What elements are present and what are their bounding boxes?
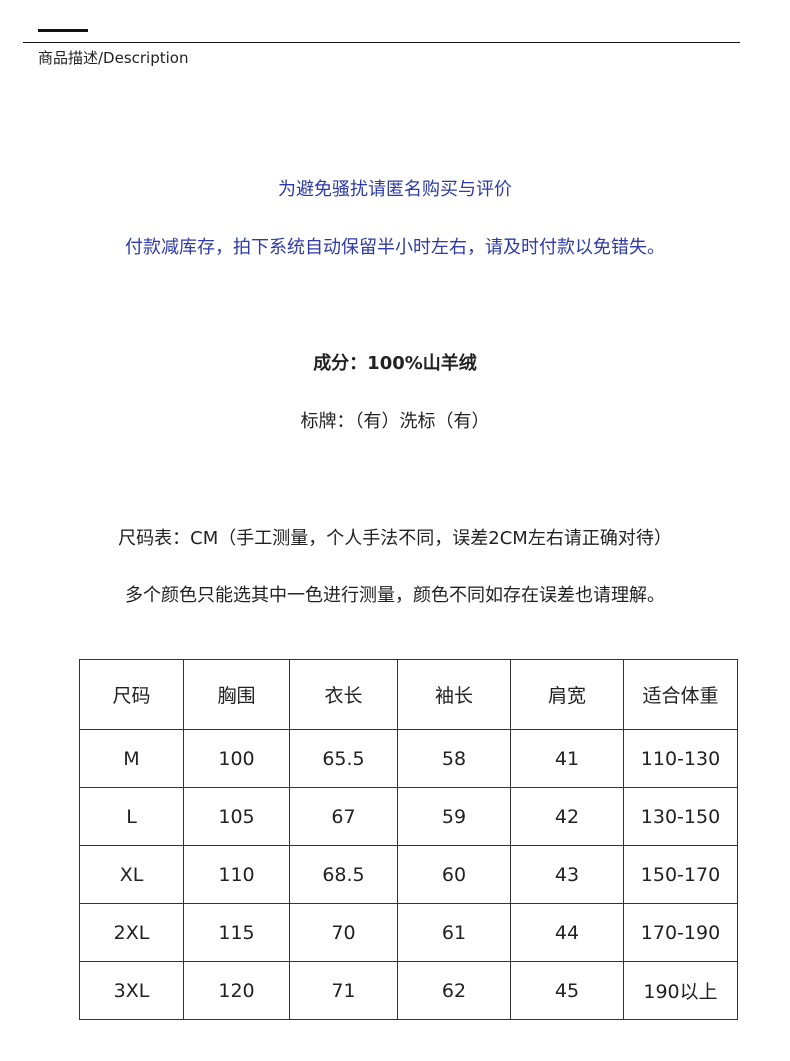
header-cell: 衣长 — [289, 659, 398, 730]
table-cell: 190以上 — [623, 961, 738, 1020]
header-divider — [23, 42, 740, 43]
table-cell: XL — [79, 845, 184, 904]
table-cell: 130-150 — [623, 787, 738, 846]
table-cell: 100 — [183, 729, 290, 788]
section-title: 商品描述/Description — [38, 49, 189, 67]
table-cell: 44 — [510, 903, 624, 962]
table-cell: 68.5 — [289, 845, 398, 904]
table-cell: 62 — [397, 961, 511, 1020]
anonymous-notice: 为避免骚扰请匿名购买与评价 — [278, 179, 512, 200]
header-accent-bar — [38, 29, 88, 32]
table-cell: 58 — [397, 729, 511, 788]
table-row: 2XL 115 70 61 44 170-190 — [79, 903, 738, 962]
composition: 成分：100%山羊绒 — [313, 353, 477, 374]
table-header-row: 尺码 胸围 衣长 袖长 肩宽 适合体重 — [79, 659, 738, 730]
size-table: 尺码 胸围 衣长 袖长 肩宽 适合体重 M 100 65.5 58 41 110-130 L 105 67 5… — [79, 659, 738, 1020]
payment-notice: 付款减库存，拍下系统自动保留半小时左右，请及时付款以免错失。 — [125, 237, 665, 258]
table-cell: 110 — [183, 845, 290, 904]
table-cell: 67 — [289, 787, 398, 846]
header-cell: 适合体重 — [623, 659, 738, 730]
table-cell: M — [79, 729, 184, 788]
table-cell: 70 — [289, 903, 398, 962]
table-cell: 61 — [397, 903, 511, 962]
table-cell: 105 — [183, 787, 290, 846]
table-cell: 71 — [289, 961, 398, 1020]
header-cell: 肩宽 — [510, 659, 624, 730]
table-cell: 170-190 — [623, 903, 738, 962]
table-cell: 65.5 — [289, 729, 398, 788]
table-cell: 42 — [510, 787, 624, 846]
table-cell: 120 — [183, 961, 290, 1020]
header-cell: 尺码 — [79, 659, 184, 730]
table-cell: 41 — [510, 729, 624, 788]
table-row: XL 110 68.5 60 43 150-170 — [79, 845, 738, 904]
table-cell: L — [79, 787, 184, 846]
table-cell: 115 — [183, 903, 290, 962]
table-cell: 59 — [397, 787, 511, 846]
size-note: 尺码表：CM（手工测量，个人手法不同，误差2CM左右请正确对待） — [118, 528, 672, 549]
table-cell: 110-130 — [623, 729, 738, 788]
table-cell: 150-170 — [623, 845, 738, 904]
table-cell: 43 — [510, 845, 624, 904]
table-cell: 60 — [397, 845, 511, 904]
table-row: M 100 65.5 58 41 110-130 — [79, 729, 738, 788]
table-row: 3XL 120 71 62 45 190以上 — [79, 961, 738, 1020]
table-cell: 45 — [510, 961, 624, 1020]
header-cell: 袖长 — [397, 659, 511, 730]
header-cell: 胸围 — [183, 659, 290, 730]
table-cell: 3XL — [79, 961, 184, 1020]
labels-info: 标牌：（有）洗标（有） — [300, 411, 490, 432]
table-row: L 105 67 59 42 130-150 — [79, 787, 738, 846]
color-note: 多个颜色只能选其中一色进行测量，颜色不同如存在误差也请理解。 — [125, 585, 665, 606]
table-cell: 2XL — [79, 903, 184, 962]
